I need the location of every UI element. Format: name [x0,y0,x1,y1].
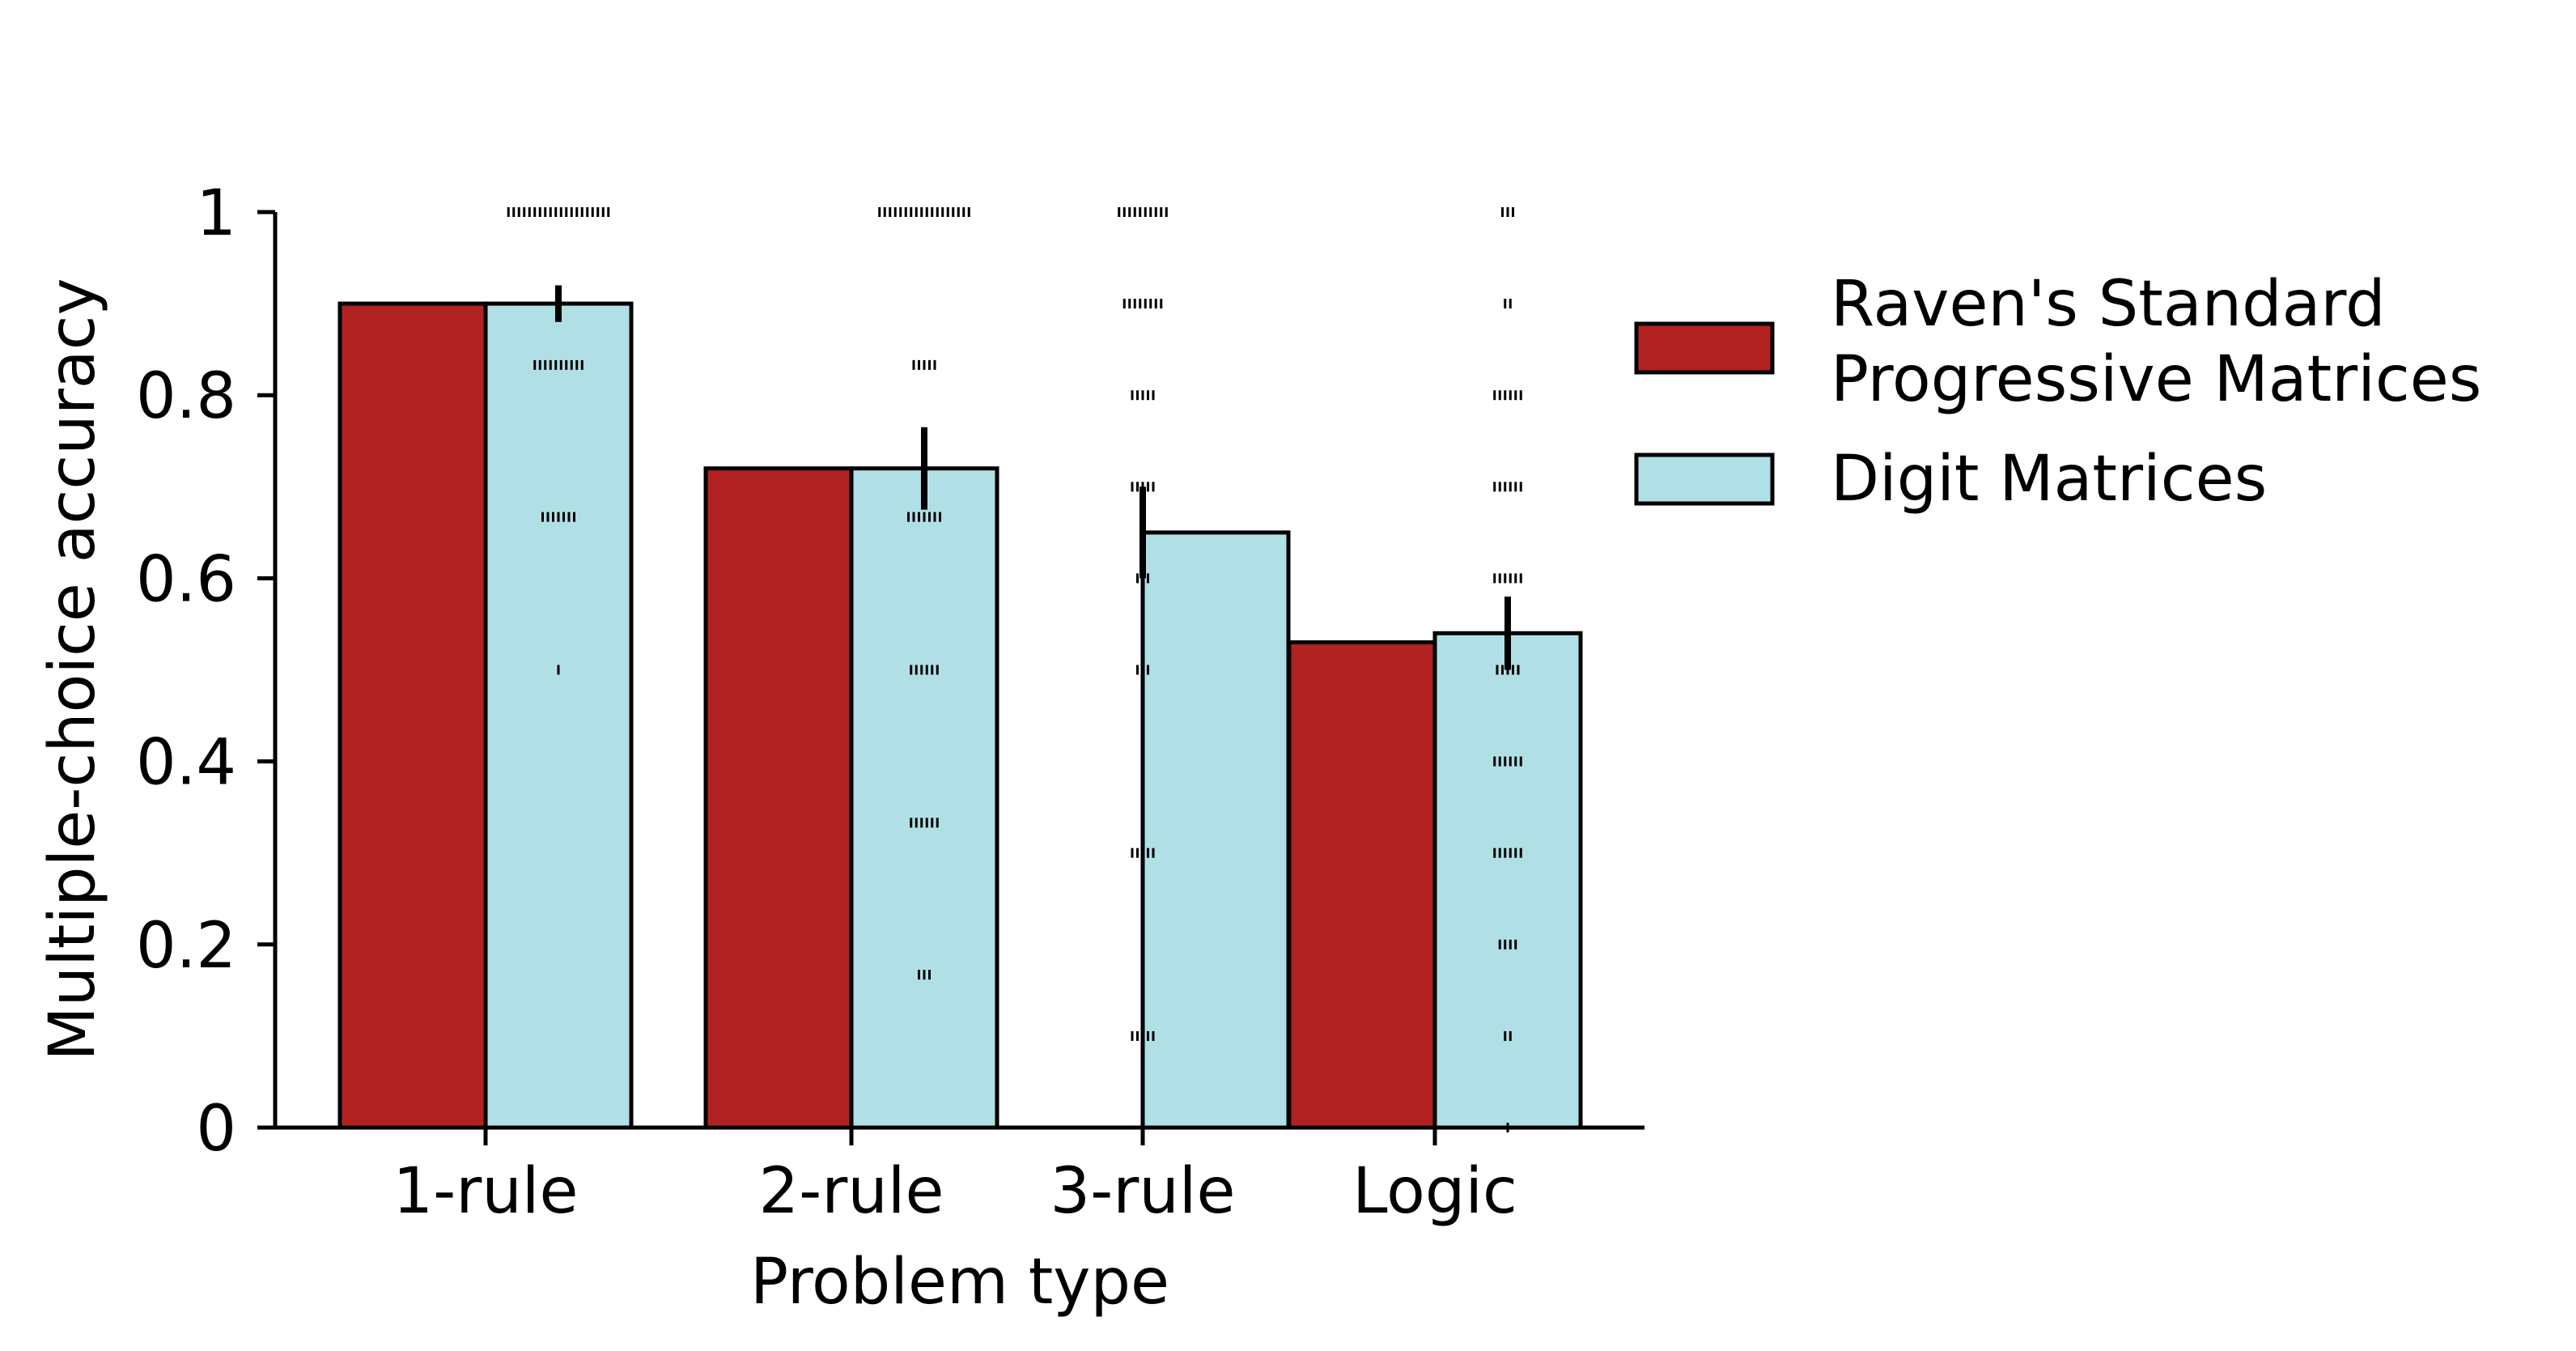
y-tick-label: 0.4 [136,727,236,800]
y-tick-label: 0.2 [136,910,236,983]
bar-raven-2-rule [703,466,854,1130]
individual-points-layer [507,207,1522,1132]
y-ticks: 0 0.2 0.4 0.6 0.8 1 [136,177,275,1166]
legend-label: Raven's Standard Progressive Matrices [1831,268,2481,416]
x-tick-label: 2-rule [759,1155,944,1228]
legend-swatch [1634,452,1775,506]
x-axis-title: Problem type [750,1246,1169,1319]
bar-digit-3-rule [1140,530,1291,1130]
legend-label-line: Raven's Standard [1831,268,2386,341]
legend-swatch [1634,321,1775,375]
legend-label-line: Progressive Matrices [1831,343,2481,416]
legend: Raven's Standard Progressive Matrices Digi… [1634,268,2481,516]
legend-label: Digit Matrices [1831,443,2267,516]
y-tick-label: 1 [196,177,236,250]
x-tick-label: 3-rule [1050,1155,1236,1228]
bar-digit-logic [1432,631,1583,1130]
bar-raven-logic [1287,640,1437,1130]
bars-layer [337,301,1583,1130]
bar-digit-2-rule [849,466,999,1130]
bar-digit-1-rule [483,301,634,1130]
error-bars-layer [555,285,1511,670]
y-tick-label: 0.8 [136,360,236,433]
y-tick-label: 0.6 [136,543,236,616]
y-axis-title: Multiple-choice accuracy [36,278,109,1060]
x-tick-label: 1-rule [393,1155,579,1228]
x-ticks: 1-rule 2-rule 3-rule Logic [393,1128,1517,1228]
legend-label-line: Digit Matrices [1831,443,2267,516]
axes [273,212,1644,1130]
y-tick-label: 0 [196,1093,236,1166]
x-tick-label: Logic [1352,1155,1517,1228]
bar-raven-1-rule [337,301,488,1130]
